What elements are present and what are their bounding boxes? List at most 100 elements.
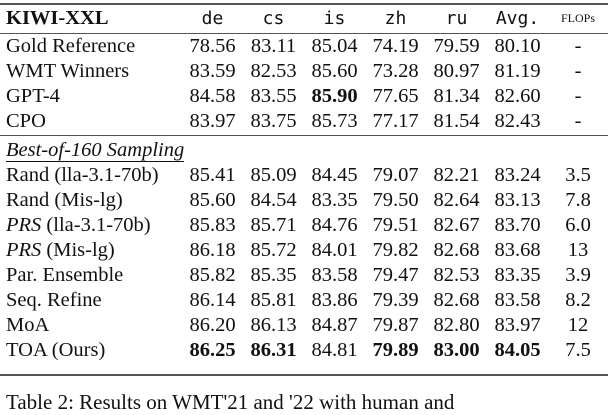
cell-cs: 83.75 bbox=[250, 110, 297, 132]
row-label-text: Gold Reference bbox=[6, 35, 136, 57]
cell-zh: 73.28 bbox=[372, 60, 419, 82]
cell-ru: 82.67 bbox=[433, 214, 480, 236]
row-label: MoA bbox=[0, 313, 182, 338]
row-label: Gold Reference bbox=[0, 34, 182, 59]
cell-ru: 82.64 bbox=[433, 189, 480, 211]
cell-is: 85.04 bbox=[311, 35, 358, 57]
cell-cs: 83.11 bbox=[250, 35, 297, 57]
cell-de: 85.41 bbox=[189, 164, 236, 186]
cell-cs: 86.31 bbox=[250, 339, 297, 361]
section-row: Best-of-160 Sampling bbox=[0, 138, 608, 163]
cell-zh: 79.50 bbox=[372, 189, 419, 211]
cell-avg: 83.35 bbox=[494, 264, 541, 286]
cell-flops: 7.8 bbox=[565, 189, 591, 211]
cell-de: 86.20 bbox=[189, 314, 236, 336]
table-row: PRS (Mis-lg) 86.18 85.72 84.01 79.82 82.68 83.… bbox=[0, 238, 608, 263]
table-caption: Table 2: Results on WMT'21 and '22 with … bbox=[6, 390, 455, 414]
cell-cs: 86.13 bbox=[250, 314, 297, 336]
cell-ru: 82.68 bbox=[433, 239, 480, 261]
table-row: Rand (Mis-lg) 85.60 84.54 83.35 79.50 82.64 83… bbox=[0, 188, 608, 213]
cell-de: 85.60 bbox=[189, 189, 236, 211]
header-row: KIWI-XXL de cs is zh ru Avg. FLOPs bbox=[0, 5, 608, 34]
cell-cs: 85.71 bbox=[250, 214, 297, 236]
cell-is: 83.35 bbox=[311, 189, 358, 211]
column-header: cs bbox=[262, 8, 285, 29]
results-table: KIWI-XXL de cs is zh ru Avg. FLOPs Gold Referen… bbox=[0, 5, 608, 363]
table-row: TOA (Ours) 86.25 86.31 84.81 79.89 83.00 84.05… bbox=[0, 338, 608, 363]
table-row: Par. Ensemble 85.82 85.35 83.58 79.47 82.53 83… bbox=[0, 263, 608, 288]
row-label: GPT-4 bbox=[0, 84, 182, 109]
cell-cs: 85.81 bbox=[250, 289, 297, 311]
cell-de: 85.82 bbox=[189, 264, 236, 286]
cell-ru: 80.97 bbox=[433, 60, 480, 82]
row-label-text: Rand (Mis-lg) bbox=[6, 189, 123, 211]
row-label: TOA (Ours) bbox=[0, 338, 182, 363]
cell-de: 86.25 bbox=[189, 339, 236, 361]
cell-is: 84.45 bbox=[311, 164, 358, 186]
row-label: CPO bbox=[0, 109, 182, 134]
cell-avg: 83.13 bbox=[494, 189, 541, 211]
row-label-text: (lla-3.1-70b) bbox=[41, 214, 151, 236]
cell-de: 86.18 bbox=[189, 239, 236, 261]
cell-is: 83.58 bbox=[311, 264, 358, 286]
column-header: ru bbox=[445, 8, 468, 29]
cell-de: 83.97 bbox=[189, 110, 236, 132]
table-row: Rand (lla-3.1-70b) 85.41 85.09 84.45 79.07 82… bbox=[0, 163, 608, 188]
cell-flops: 8.2 bbox=[565, 289, 591, 311]
cell-avg: 83.70 bbox=[494, 214, 541, 236]
cell-flops: 3.9 bbox=[565, 264, 591, 286]
column-header: zh bbox=[384, 8, 407, 29]
table-row: Gold Reference 78.56 83.11 85.04 74.19 79.59 8… bbox=[0, 34, 608, 59]
row-label-text: Rand (lla-3.1-70b) bbox=[6, 164, 159, 186]
header-rule bbox=[0, 33, 608, 34]
section-label: Best-of-160 Sampling bbox=[6, 139, 185, 162]
cell-avg: 84.05 bbox=[494, 339, 541, 361]
cell-ru: 82.80 bbox=[433, 314, 480, 336]
cell-ru: 82.68 bbox=[433, 289, 480, 311]
row-label: PRS (lla-3.1-70b) bbox=[0, 213, 182, 238]
cell-flops: - bbox=[574, 85, 582, 107]
table-row: MoA 86.20 86.13 84.87 79.87 82.80 83.97 12 bbox=[0, 313, 608, 338]
cell-zh: 77.65 bbox=[372, 85, 419, 107]
cell-is: 85.73 bbox=[311, 110, 358, 132]
cell-flops: - bbox=[574, 60, 582, 82]
cell-zh: 79.87 bbox=[372, 314, 419, 336]
row-label-text: CPO bbox=[6, 110, 46, 132]
cell-flops: 3.5 bbox=[565, 164, 591, 186]
cell-is: 85.90 bbox=[311, 85, 358, 107]
row-label-text: Par. Ensemble bbox=[6, 264, 124, 286]
cell-zh: 79.82 bbox=[372, 239, 419, 261]
row-label: Rand (lla-3.1-70b) bbox=[0, 163, 182, 188]
table-row: WMT Winners 83.59 82.53 85.60 73.28 80.97 81.1… bbox=[0, 59, 608, 84]
cell-zh: 79.89 bbox=[372, 339, 419, 361]
cell-ru: 82.21 bbox=[433, 164, 480, 186]
cell-zh: 79.39 bbox=[372, 289, 419, 311]
row-label-text: MoA bbox=[6, 314, 50, 336]
cell-is: 84.87 bbox=[311, 314, 358, 336]
cell-flops: - bbox=[574, 110, 582, 132]
column-header: FLOPs bbox=[560, 11, 595, 25]
column-header: Avg. bbox=[495, 8, 540, 29]
cell-ru: 81.34 bbox=[433, 85, 480, 107]
cell-cs: 84.54 bbox=[250, 189, 297, 211]
row-label: Par. Ensemble bbox=[0, 263, 182, 288]
row-label-text: TOA (Ours) bbox=[6, 339, 106, 361]
cell-avg: 82.43 bbox=[494, 110, 541, 132]
top-rule bbox=[0, 3, 608, 5]
cell-flops: 6.0 bbox=[565, 214, 591, 236]
cell-de: 86.14 bbox=[189, 289, 236, 311]
row-label: Rand (Mis-lg) bbox=[0, 188, 182, 213]
cell-zh: 79.47 bbox=[372, 264, 419, 286]
cell-cs: 85.35 bbox=[250, 264, 297, 286]
cell-flops: 13 bbox=[567, 239, 589, 261]
section-rule bbox=[0, 135, 608, 136]
table-row: PRS (lla-3.1-70b) 85.83 85.71 84.76 79.51 82.… bbox=[0, 213, 608, 238]
row-label-text: WMT Winners bbox=[6, 60, 130, 82]
cell-ru: 83.00 bbox=[433, 339, 480, 361]
cell-zh: 77.17 bbox=[372, 110, 419, 132]
cell-is: 84.81 bbox=[311, 339, 358, 361]
cell-zh: 74.19 bbox=[372, 35, 419, 57]
method-prefix: PRS bbox=[6, 239, 42, 261]
cell-ru: 82.53 bbox=[433, 264, 480, 286]
cell-zh: 79.51 bbox=[372, 214, 419, 236]
